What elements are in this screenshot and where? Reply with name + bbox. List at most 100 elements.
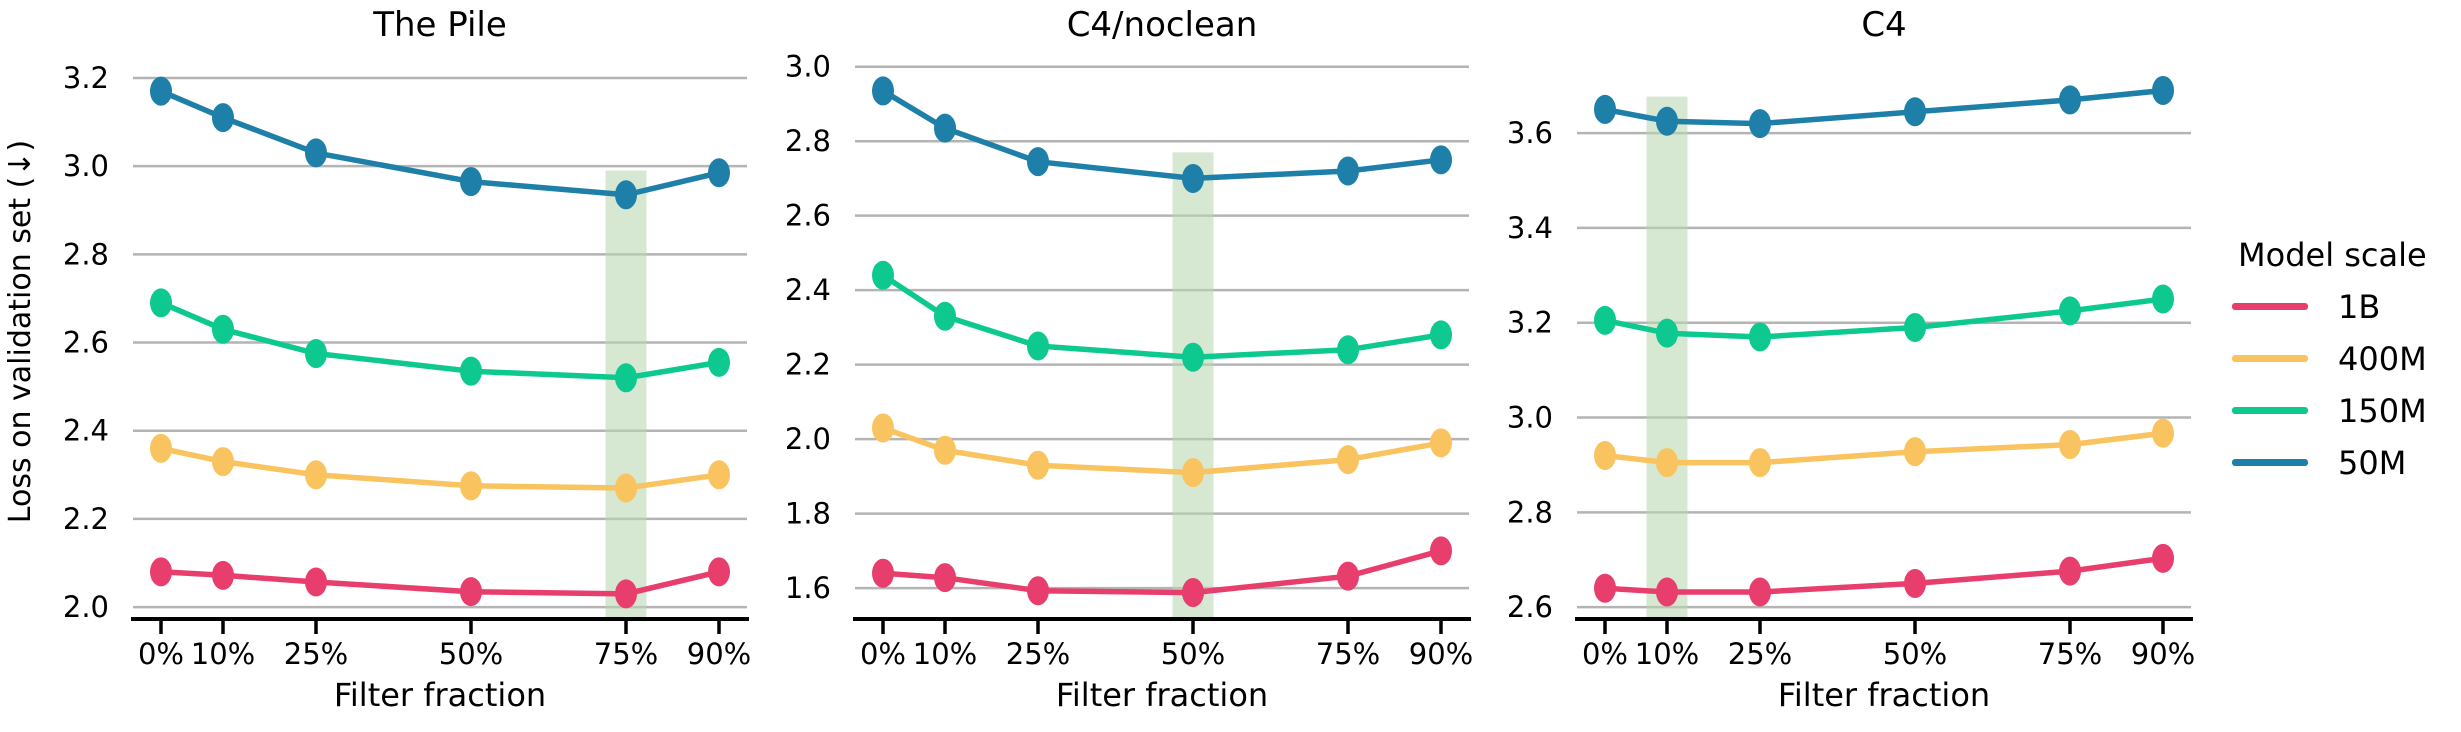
x-tick-label: 10% — [1635, 637, 1699, 671]
data-point-400m — [150, 433, 172, 463]
y-tick-label: 2.8 — [1507, 495, 1553, 529]
legend-label: 400M — [2338, 339, 2427, 378]
data-point-150m — [2059, 296, 2081, 326]
panel-title-c4: C4 — [1861, 5, 1907, 45]
legend-swatch-50m — [2232, 459, 2308, 466]
data-point-150m — [1430, 320, 1452, 350]
y-tick-label: 2.8 — [63, 237, 109, 271]
data-point-1b — [1749, 577, 1771, 607]
legend-items: 1B 400M 150M 50M — [2232, 287, 2427, 482]
data-point-400m — [2152, 418, 2174, 448]
data-point-400m — [1749, 448, 1771, 478]
data-point-1b — [305, 567, 327, 597]
data-point-50m — [1594, 94, 1616, 124]
data-point-150m — [1337, 335, 1359, 365]
data-point-1b — [1182, 578, 1204, 608]
data-point-400m — [1904, 437, 1926, 467]
x-tick-label: 50% — [439, 637, 503, 671]
legend-item-150m: 150M — [2232, 391, 2427, 430]
highlight-band — [1646, 96, 1688, 619]
legend-item-50m: 50M — [2232, 443, 2427, 482]
x-axis-label: Filter fraction — [333, 676, 547, 714]
x-tick-label: 25% — [1006, 637, 1070, 671]
data-point-150m — [150, 288, 172, 318]
data-point-150m — [615, 363, 637, 393]
x-tick-label: 25% — [1728, 637, 1792, 671]
data-point-1b — [708, 557, 730, 587]
data-point-1b — [1430, 536, 1452, 566]
legend-swatch-400m — [2232, 355, 2308, 362]
x-tick-label: 10% — [913, 637, 977, 671]
data-point-50m — [150, 76, 172, 106]
x-tick-label: 90% — [1409, 637, 1473, 671]
data-point-50m — [1027, 147, 1049, 177]
data-point-50m — [1749, 109, 1771, 139]
data-point-1b — [1656, 577, 1678, 607]
data-point-1b — [872, 558, 894, 588]
y-tick-label: 2.4 — [785, 273, 831, 307]
data-point-50m — [1337, 156, 1359, 186]
series-line-50m — [881, 88, 1442, 182]
data-point-50m — [1656, 106, 1678, 136]
data-point-1b — [460, 577, 482, 607]
y-tick-label: 3.6 — [1507, 116, 1553, 150]
data-point-50m — [212, 103, 234, 133]
data-point-50m — [615, 180, 637, 210]
y-tick-label: 2.8 — [785, 124, 831, 158]
y-tick-label: 2.2 — [785, 348, 831, 382]
data-point-50m — [2152, 75, 2174, 105]
x-tick-label: 90% — [2131, 637, 2195, 671]
data-point-150m — [460, 356, 482, 386]
data-point-400m — [934, 435, 956, 465]
legend: Model scale 1B 400M 150M 50M — [2232, 236, 2427, 482]
x-tick-label: 0% — [860, 637, 906, 671]
x-tick-label: 90% — [687, 637, 751, 671]
legend-label: 150M — [2338, 391, 2427, 430]
y-tick-label: 3.0 — [785, 50, 831, 84]
data-point-400m — [1656, 448, 1678, 478]
data-point-1b — [1027, 576, 1049, 606]
data-point-150m — [708, 347, 730, 377]
x-tick-label: 25% — [284, 637, 348, 671]
y-tick-label: 3.2 — [63, 61, 109, 95]
data-point-1b — [150, 557, 172, 587]
data-point-400m — [1594, 440, 1616, 470]
data-point-400m — [1337, 445, 1359, 475]
data-point-50m — [934, 113, 956, 143]
x-tick-label: 50% — [1161, 637, 1225, 671]
data-point-150m — [934, 301, 956, 331]
data-point-1b — [2059, 556, 2081, 586]
y-tick-label: 2.6 — [1507, 590, 1553, 624]
highlight-band — [1172, 152, 1214, 620]
data-point-150m — [2152, 284, 2174, 314]
data-point-400m — [872, 413, 894, 443]
data-point-150m — [1749, 322, 1771, 352]
y-axis-label: Loss on validation set (↓) — [3, 140, 38, 523]
panel-c4-noclean: 1.6 1.8 2.0 2.2 2.4 2.6 2.8 3.0 0% 10% 25% 50% 75% 90… — [785, 50, 1473, 671]
x-axis-label: Filter fraction — [1777, 676, 1991, 714]
data-point-400m — [212, 447, 234, 477]
y-tick-label: 3.0 — [1507, 401, 1553, 435]
x-tick-label: 10% — [191, 637, 255, 671]
x-tick-label: 75% — [1316, 637, 1380, 671]
data-point-1b — [2152, 543, 2174, 573]
y-tick-label: 2.6 — [63, 326, 109, 360]
y-tick-label: 2.2 — [63, 502, 109, 536]
x-tick-label: 0% — [138, 637, 184, 671]
y-tick-label: 2.4 — [63, 414, 109, 448]
data-point-50m — [708, 158, 730, 188]
data-point-50m — [1430, 145, 1452, 175]
data-point-50m — [305, 138, 327, 168]
series-line-150m — [881, 273, 1442, 360]
data-point-50m — [1904, 97, 1926, 127]
data-point-150m — [1656, 318, 1678, 348]
data-point-400m — [460, 471, 482, 501]
x-tick-label: 50% — [1883, 637, 1947, 671]
panel-c4: 2.6 2.8 3.0 3.2 3.4 3.6 0% 10% 25% 50% 75% 90% — [1507, 75, 2195, 671]
data-point-400m — [305, 460, 327, 490]
y-tick-label: 3.4 — [1507, 211, 1553, 245]
y-tick-label: 2.6 — [785, 199, 831, 233]
data-point-1b — [1594, 573, 1616, 603]
y-tick-label: 2.0 — [63, 590, 109, 624]
data-point-50m — [2059, 85, 2081, 115]
